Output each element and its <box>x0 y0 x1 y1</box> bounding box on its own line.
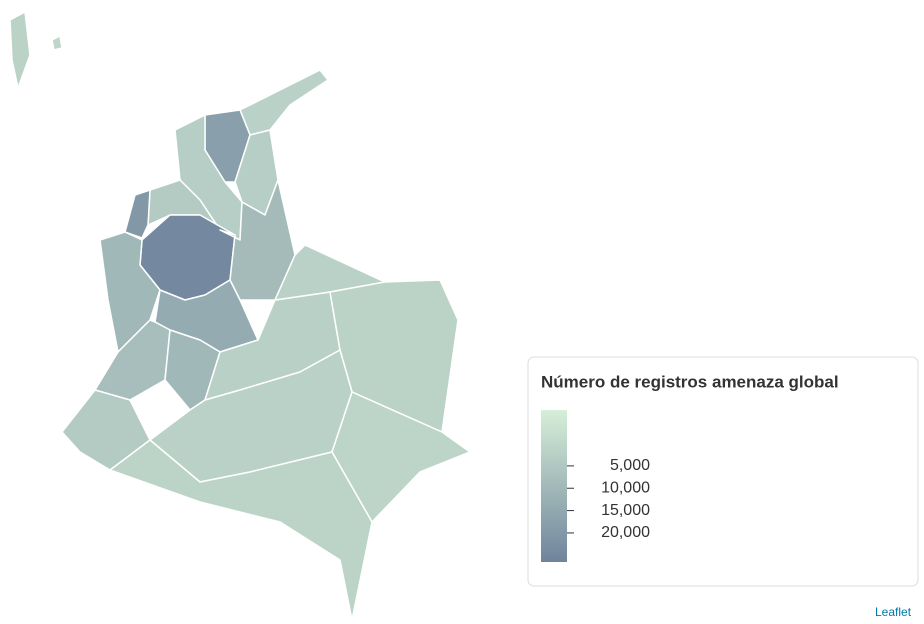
region <box>51 35 63 51</box>
attribution[interactable]: Leaflet <box>875 605 912 619</box>
region <box>9 11 31 89</box>
legend-box <box>527 356 919 587</box>
legend-tick-label: 10,000 <box>601 479 650 496</box>
legend-bar <box>541 410 567 562</box>
region <box>109 439 373 621</box>
legend-title: Número de registros amenaza global <box>541 372 839 391</box>
attribution-box <box>868 602 924 624</box>
region <box>239 69 329 136</box>
legend-tick-label: 15,000 <box>601 502 650 519</box>
legend-tick-label: 20,000 <box>601 524 650 541</box>
legend-tick-label: 5,000 <box>610 457 650 474</box>
regions <box>9 11 471 621</box>
legend-ticks: 5,000 10,000 15,000 20,000 <box>567 457 650 541</box>
region <box>124 189 151 239</box>
